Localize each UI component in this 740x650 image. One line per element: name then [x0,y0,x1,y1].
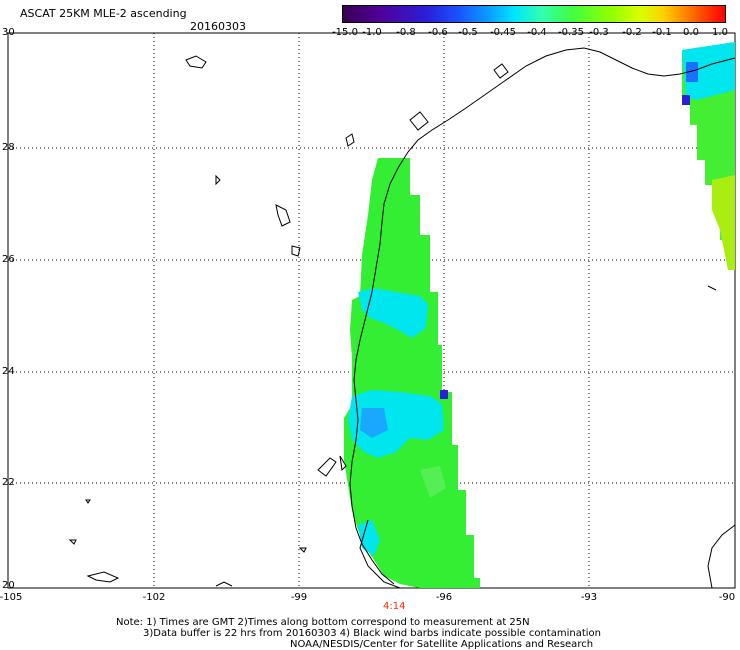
island-outline [345,133,355,147]
bay-outline [493,63,509,79]
swath-deep-blue-cell [440,390,448,399]
swath-east-blue-cell [686,62,698,82]
lon-label-93: -93 [580,592,598,603]
island-outline [291,245,301,257]
swath-blue-patch [360,408,388,438]
swath-green-area [344,158,480,588]
bay-outline [409,111,429,131]
lat-label-28: 28 [2,142,15,153]
note-line-2: 3)Data buffer is 22 hrs from 20160303 4)… [143,628,601,639]
island-outline [339,455,347,472]
pass-time-label: 4:14 [383,601,406,612]
color-scale-bar [342,5,726,23]
map-date: 20160303 [190,20,246,33]
lat-label-30: 30 [2,27,15,38]
lon-label-102: -102 [142,592,166,603]
coastline [68,47,736,589]
lat-label-26: 26 [2,254,15,265]
note-line-1: Note: 1) Times are GMT 2)Times along bot… [116,617,530,628]
island-outline [215,581,233,587]
island-outline [185,55,207,69]
swath-east-cyan [682,42,735,100]
lon-label-105: -105 [0,592,23,603]
swath-cyan-patch [348,390,444,458]
lake-outline [86,571,120,583]
island-outline [298,547,307,553]
scatterometer-swath-west [344,158,480,588]
longitude-gridlines [153,33,590,588]
swath-cyan-patch [358,288,428,338]
scatterometer-swath-east [682,42,735,270]
gulf-coastline-path [349,47,736,585]
island-outline [317,457,337,477]
lat-label-22: 22 [2,477,15,488]
swath-east-yellow-green [712,175,735,270]
island-outline [275,204,291,227]
swath-green-patch [420,466,446,498]
map-title: ASCAT 25KM MLE-2 ascending [20,7,187,20]
lon-label-96: -96 [435,592,453,603]
swath-east-deep-blue-cell [682,95,690,105]
lon-label-90: -90 [718,592,736,603]
island-outline [68,539,77,545]
island-outline [85,499,91,504]
note-line-3: NOAA/NESDIS/Center for Satellite Applica… [290,639,594,650]
map-frame [7,32,736,589]
lat-label-20: 20 [2,580,15,591]
coastline-south-path [359,519,401,589]
lon-label-99: -99 [290,592,308,603]
yucatan-coastline-path [707,524,736,589]
island-outline [707,285,717,291]
lat-label-24: 24 [2,366,15,377]
island-outline [215,174,221,186]
